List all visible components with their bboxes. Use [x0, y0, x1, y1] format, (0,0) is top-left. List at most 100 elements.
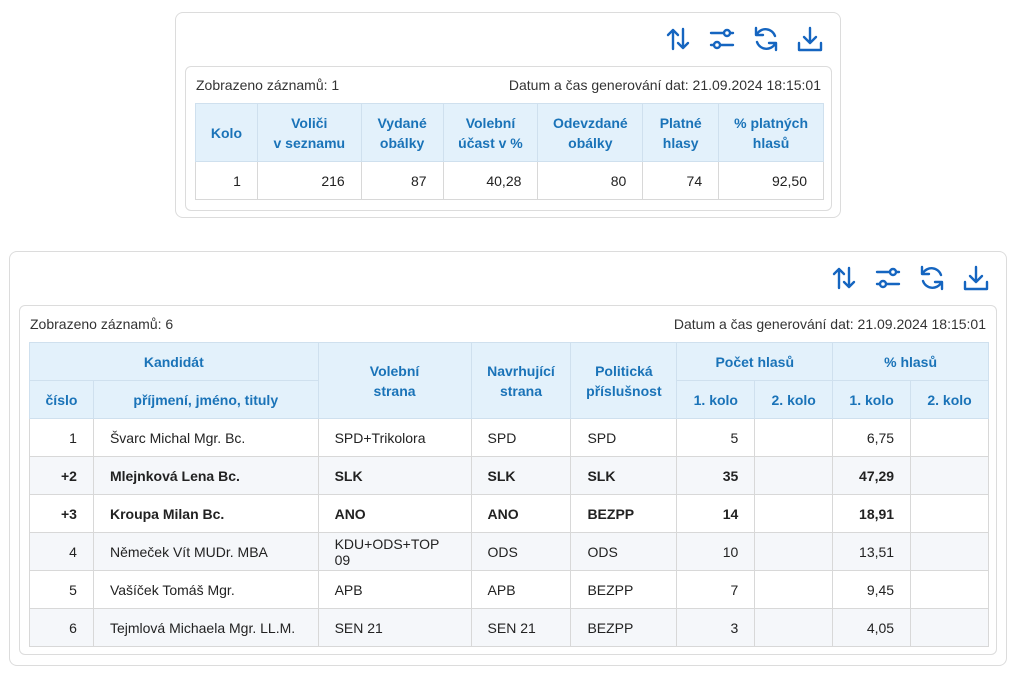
cell-p1: 47,29 — [832, 456, 912, 495]
cell-volebni: SLK — [317, 456, 472, 495]
column-header-volebni-strana[interactable]: Volební strana — [317, 342, 472, 419]
column-header-procent-hlasu[interactable]: % hlasů — [832, 342, 989, 381]
cell-k1: 5 — [676, 418, 756, 457]
turnout-table: Kolo Voliči v seznamu Vydané obálky Volebn… — [195, 103, 824, 200]
column-header[interactable]: Kolo — [195, 103, 258, 162]
column-header[interactable]: Odevzdané obálky — [537, 103, 644, 162]
cell-jmeno: Tejmlová Michaela Mgr. LL.M. — [92, 608, 319, 647]
column-header-kolo2-hlasy[interactable]: 2. kolo — [754, 380, 834, 419]
cell-navrhujici: ANO — [470, 494, 572, 533]
table-cell: 216 — [256, 161, 362, 200]
filter-button[interactable] — [706, 23, 738, 55]
cell-k1: 10 — [676, 532, 756, 571]
cell-navrhujici: ODS — [470, 532, 572, 571]
generated-timestamp: Datum a čas generování dat: 21.09.2024 1… — [673, 316, 986, 332]
download-button[interactable] — [960, 262, 992, 294]
cell-k2 — [754, 418, 834, 457]
candidates-table: Kandidát Volební strana Navrhující strana … — [29, 342, 989, 647]
cell-p1: 6,75 — [832, 418, 912, 457]
generated-timestamp: Datum a čas generování dat: 21.09.2024 1… — [508, 77, 821, 93]
records-count: Zobrazeno záznamů: 6 — [30, 316, 174, 332]
download-icon — [963, 265, 989, 291]
cell-jmeno: Kroupa Milan Bc. — [92, 494, 319, 533]
turnout-table-container: Zobrazeno záznamů: 1 Datum a čas generov… — [185, 66, 832, 211]
cell-volebni: ANO — [317, 494, 472, 533]
refresh-button[interactable] — [750, 23, 782, 55]
table-cell: 74 — [642, 161, 720, 200]
candidates-table-container: Zobrazeno záznamů: 6 Datum a čas generov… — [19, 305, 997, 655]
column-header[interactable]: % platných hlasů — [718, 103, 824, 162]
cell-p2 — [910, 532, 989, 571]
filter-sliders-icon — [709, 28, 735, 50]
cell-jmeno: Vašíček Tomáš Mgr. — [92, 570, 319, 609]
cell-cislo: 5 — [29, 570, 94, 609]
refresh-icon — [754, 26, 778, 52]
cell-k1: 14 — [676, 494, 756, 533]
records-count: Zobrazeno záznamů: 1 — [196, 77, 340, 93]
cell-navrhujici: SEN 21 — [470, 608, 572, 647]
cell-prislusnost: SPD — [570, 418, 678, 457]
sort-button[interactable] — [662, 23, 694, 55]
refresh-icon — [920, 265, 944, 291]
column-header[interactable]: Vydané obálky — [360, 103, 444, 162]
table-cell: 1 — [195, 161, 258, 200]
cell-p2 — [910, 570, 989, 609]
column-header-jmeno[interactable]: příjmení, jméno, tituly — [92, 380, 319, 419]
column-header-kolo2-procenta[interactable]: 2. kolo — [910, 380, 989, 419]
cell-k2 — [754, 456, 834, 495]
column-header[interactable]: Volební účast v % — [442, 103, 539, 162]
table-row: 6 Tejmlová Michaela Mgr. LL.M. SEN 21 SEN 2… — [29, 608, 989, 647]
cell-cislo: +2 — [29, 456, 94, 495]
sort-button[interactable] — [828, 262, 860, 294]
cell-jmeno: Mlejnková Lena Bc. — [92, 456, 319, 495]
filter-button[interactable] — [872, 262, 904, 294]
table-cell: 87 — [360, 161, 444, 200]
cell-cislo: +3 — [29, 494, 94, 533]
cell-k2 — [754, 608, 834, 647]
refresh-button[interactable] — [916, 262, 948, 294]
column-header-pocet-hlasu[interactable]: Počet hlasů — [676, 342, 834, 381]
column-header-navrhujici-strana[interactable]: Navrhující strana — [470, 342, 572, 419]
cell-jmeno: Švarc Michal Mgr. Bc. — [92, 418, 319, 457]
column-header[interactable]: Voliči v seznamu — [256, 103, 362, 162]
cell-jmeno: Němeček Vít MUDr. MBA — [92, 532, 319, 571]
candidates-toolbar — [828, 262, 992, 294]
cell-cislo: 6 — [29, 608, 94, 647]
table-row: 4 Němeček Vít MUDr. MBA KDU+ODS+TOP 09 ODS O… — [29, 532, 989, 571]
table-row: +3 Kroupa Milan Bc. ANO ANO BEZPP 14 18,91 — [29, 494, 989, 533]
column-header-cislo[interactable]: číslo — [29, 380, 94, 419]
table-cell: 40,28 — [442, 161, 539, 200]
cell-navrhujici: SLK — [470, 456, 572, 495]
cell-prislusnost: ODS — [570, 532, 678, 571]
cell-k1: 35 — [676, 456, 756, 495]
cell-volebni: SEN 21 — [317, 608, 472, 647]
column-header[interactable]: Platné hlasy — [642, 103, 720, 162]
table-row: 5 Vašíček Tomáš Mgr. APB APB BEZPP 7 9,45 — [29, 570, 989, 609]
cell-p1: 13,51 — [832, 532, 912, 571]
candidates-panel: Zobrazeno záznamů: 6 Datum a čas generov… — [9, 251, 1007, 666]
cell-k2 — [754, 494, 834, 533]
cell-p1: 18,91 — [832, 494, 912, 533]
column-header-kolo1-hlasy[interactable]: 1. kolo — [676, 380, 756, 419]
column-header-kandidat[interactable]: Kandidát — [29, 342, 319, 381]
cell-p2 — [910, 608, 989, 647]
cell-k1: 7 — [676, 570, 756, 609]
column-header-politicka-prislusnost[interactable]: Politická příslušnost — [570, 342, 678, 419]
filter-sliders-icon — [875, 267, 901, 289]
download-button[interactable] — [794, 23, 826, 55]
cell-p2 — [910, 456, 989, 495]
cell-cislo: 4 — [29, 532, 94, 571]
sort-icon — [832, 266, 856, 290]
cell-p2 — [910, 418, 989, 457]
cell-p2 — [910, 494, 989, 533]
cell-k1: 3 — [676, 608, 756, 647]
cell-volebni: SPD+Trikolora — [317, 418, 472, 457]
cell-prislusnost: BEZPP — [570, 608, 678, 647]
cell-prislusnost: SLK — [570, 456, 678, 495]
cell-k2 — [754, 532, 834, 571]
table-cell: 92,50 — [718, 161, 824, 200]
column-header-kolo1-procenta[interactable]: 1. kolo — [832, 380, 912, 419]
cell-navrhujici: SPD — [470, 418, 572, 457]
cell-volebni: KDU+ODS+TOP 09 — [317, 532, 472, 571]
cell-cislo: 1 — [29, 418, 94, 457]
